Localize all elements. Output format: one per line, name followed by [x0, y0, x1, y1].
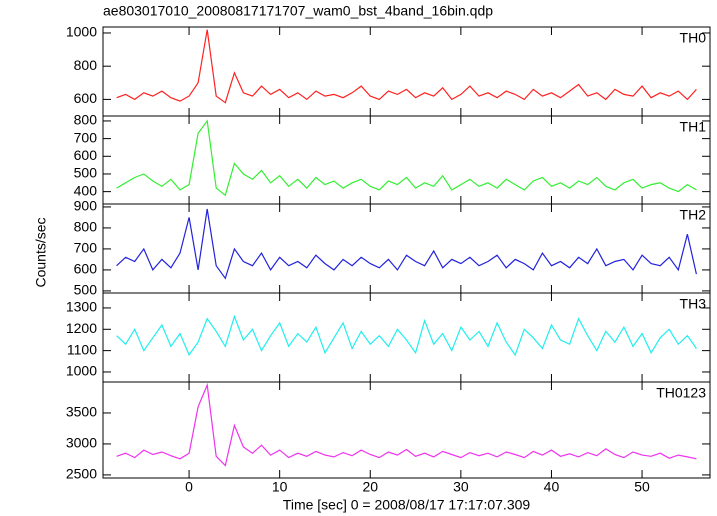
y-tick-label: 1000	[66, 363, 97, 379]
x-tick-label: 30	[453, 479, 469, 495]
light-curve	[116, 119, 697, 197]
panel-frame	[102, 292, 711, 383]
y-tick-label: 600	[74, 261, 98, 277]
panel-frame	[102, 115, 711, 205]
y-tick-label: 1000	[66, 24, 97, 40]
light-curve	[116, 208, 697, 280]
light-curve	[116, 29, 697, 104]
panel-frame	[102, 381, 711, 479]
y-tick-label: 800	[74, 57, 98, 73]
x-tick-label: 40	[544, 479, 560, 495]
y-tick-label: 2500	[66, 466, 97, 482]
y-tick-label: 600	[74, 147, 98, 163]
y-axis-label: Counts/sec	[33, 217, 49, 287]
x-axis-label: Time [sec] 0 = 2008/08/17 17:17:07.309	[283, 497, 531, 513]
panel-label: TH0	[680, 30, 707, 46]
y-tick-label: 500	[74, 282, 98, 298]
y-tick-label: 700	[74, 129, 98, 145]
y-tick-label: 400	[74, 182, 98, 198]
panel-frame	[102, 26, 711, 117]
y-tick-label: 3000	[66, 435, 97, 451]
light-curve	[116, 314, 697, 357]
x-tick-label: 0	[185, 479, 193, 495]
y-tick-label: 800	[74, 219, 98, 235]
panel-label: TH1	[680, 119, 707, 135]
y-tick-label: 3500	[66, 404, 97, 420]
y-tick-label: 900	[74, 198, 98, 214]
y-tick-label: 800	[74, 112, 98, 128]
y-tick-label: 700	[74, 240, 98, 256]
panel-label: TH3	[680, 296, 707, 312]
chart-title: ae803017010_20080817171707_wam0_bst_4ban…	[103, 3, 493, 19]
x-tick-label: 20	[362, 479, 378, 495]
light-curve	[116, 382, 697, 467]
y-tick-label: 1200	[66, 320, 97, 336]
y-tick-label: 1300	[66, 299, 97, 315]
y-tick-label: 500	[74, 165, 98, 181]
panel-label: TH0123	[656, 385, 706, 401]
y-tick-label: 600	[74, 90, 98, 106]
y-tick-label: 1100	[67, 341, 97, 357]
panel-label: TH2	[680, 207, 707, 223]
x-tick-label: 50	[634, 479, 650, 495]
x-tick-label: 10	[272, 479, 288, 495]
